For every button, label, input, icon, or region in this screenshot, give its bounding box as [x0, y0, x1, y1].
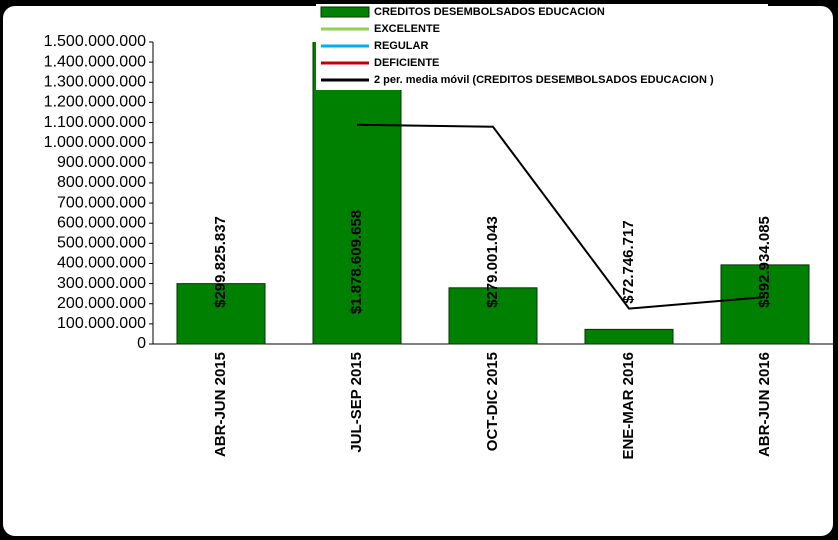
legend-swatch: [320, 6, 370, 18]
y-tick-label: 800.000.000: [57, 174, 146, 191]
bar: [584, 328, 674, 345]
data-label: $1.878.609.658: [348, 210, 365, 314]
y-tick-label: 600.000.000: [57, 214, 146, 231]
x-tick-label: JUL-SEP 2015: [348, 352, 365, 453]
y-tick-label: 700.000.000: [57, 194, 146, 211]
x-tick-label: ABR-JUN 2016: [756, 352, 773, 457]
y-tick-label: 400.000.000: [57, 255, 146, 272]
y-tick-label: 1.000.000.000: [44, 134, 146, 151]
x-tick-label: OCT-DIC 2015: [484, 352, 501, 451]
y-tick-label: 100.000.000: [57, 315, 146, 332]
data-label: $279.001.043: [484, 216, 501, 308]
y-tick-label: 500.000.000: [57, 235, 146, 252]
x-tick-label: ENE-MAR 2016: [620, 352, 637, 460]
legend-label: REGULAR: [374, 40, 428, 52]
legend-label: DEFICIENTE: [374, 57, 439, 69]
bar: [720, 264, 810, 345]
data-label: $392.934.085: [756, 216, 773, 308]
y-tick-label: 1.300.000.000: [44, 73, 146, 90]
legend-label: CREDITOS DESEMBOLSADOS EDUCACION: [374, 6, 605, 18]
data-label: $72.746.717: [620, 220, 637, 303]
bar: [312, 42, 402, 345]
x-tick-label: ABR-JUN 2015: [212, 352, 229, 457]
line: [356, 123, 766, 310]
panel: [3, 6, 833, 536]
y-tick-label: 900.000.000: [57, 154, 146, 171]
y-tick-label: 300.000.000: [57, 275, 146, 292]
data-label: $299.825.837: [212, 216, 229, 308]
legend-label: EXCELENTE: [374, 23, 440, 35]
y-tick-label: 1.500.000.000: [44, 33, 146, 50]
bar: [448, 287, 538, 345]
legend-label: 2 per. media móvil (CREDITOS DESEMBOLSAD…: [374, 74, 714, 86]
legend-box: [316, 4, 768, 90]
y-tick-label: 0: [137, 335, 146, 352]
plot: [176, 42, 810, 345]
y-tick-label: 200.000.000: [57, 295, 146, 312]
y-tick-label: 1.400.000.000: [44, 53, 146, 70]
y-tick-label: 1.100.000.000: [44, 114, 146, 131]
y-tick-label: 1.200.000.000: [44, 94, 146, 111]
bar: [176, 283, 266, 345]
